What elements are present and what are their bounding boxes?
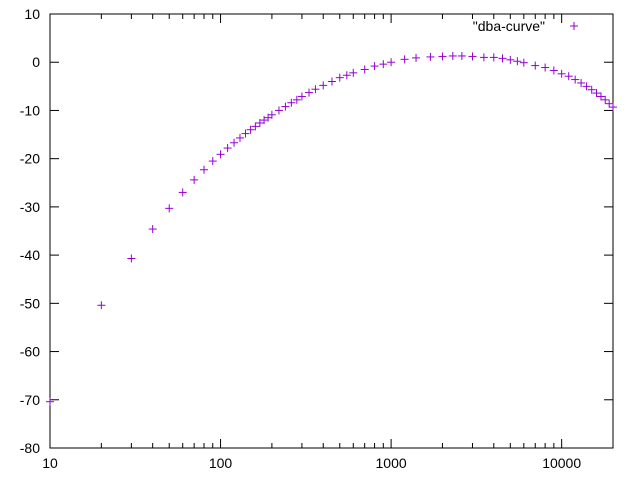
y-tick-label: -40 [20, 247, 40, 263]
data-point [479, 53, 488, 62]
data-point [223, 144, 232, 153]
data-point [519, 58, 528, 67]
data-point [489, 53, 498, 62]
data-point [426, 52, 435, 61]
legend: "dba-curve" [473, 18, 578, 34]
data-point [281, 102, 290, 111]
y-tick-label: 0 [32, 54, 40, 70]
x-tick-label: 10000 [542, 455, 581, 471]
y-tick-label: 10 [24, 6, 40, 22]
data-point [46, 397, 54, 406]
data-point [216, 150, 225, 159]
data-point [292, 95, 301, 104]
legend-marker [570, 22, 578, 30]
y-tick-label: -10 [20, 102, 40, 118]
data-point [260, 116, 269, 125]
data-point [587, 85, 596, 94]
data-point [605, 99, 614, 108]
legend-label: "dba-curve" [473, 18, 545, 34]
data-point [379, 60, 388, 69]
y-axis: 10 0 -10 -20 -30 -40 -50 -60 -70 -80 [20, 6, 613, 456]
data-point [148, 225, 157, 234]
data-point [297, 92, 306, 101]
data-point [609, 103, 617, 112]
data-point [304, 88, 313, 97]
x-tick-label: 1000 [376, 455, 407, 471]
data-point [582, 82, 591, 91]
data-point [200, 165, 209, 174]
y-tick-label: -20 [20, 151, 40, 167]
data-point [531, 61, 540, 70]
data-point [287, 98, 296, 107]
data-point [400, 55, 409, 64]
y-tick-label: -50 [20, 295, 40, 311]
data-point [230, 138, 239, 147]
data-point [513, 57, 522, 66]
data-point [387, 58, 396, 67]
data-point [498, 54, 507, 63]
data-point [241, 129, 250, 138]
data-point [370, 62, 379, 71]
data-point [319, 81, 328, 90]
data-point [335, 73, 344, 82]
plot-frame [49, 13, 614, 449]
data-point [274, 106, 283, 115]
data-point [596, 92, 605, 101]
data-point [360, 65, 369, 74]
data-point [468, 52, 477, 61]
data-point [327, 77, 336, 86]
x-axis: 10 100 1000 10000 [42, 14, 614, 471]
data-point [246, 125, 255, 134]
data-point [178, 188, 187, 197]
data-point [438, 52, 447, 61]
y-tick-label: -60 [20, 344, 40, 360]
data-point [235, 133, 244, 142]
y-tick-label: -80 [20, 440, 40, 456]
data-point [190, 175, 199, 184]
data-point [267, 110, 276, 119]
data-point [592, 89, 601, 98]
data-point [342, 71, 351, 80]
data-point [448, 51, 457, 60]
data-point [564, 72, 573, 81]
data-point [97, 301, 106, 310]
x-tick-label: 10 [42, 455, 58, 471]
data-point [571, 75, 580, 84]
data-point [549, 66, 558, 75]
data-point [311, 85, 320, 94]
y-tick-label: -30 [20, 199, 40, 215]
data-point [577, 78, 586, 87]
data-point [349, 68, 358, 77]
data-point [165, 204, 174, 213]
data-point [412, 53, 421, 62]
data-point [251, 122, 260, 131]
data-point [457, 51, 466, 60]
y-tick-label: -70 [20, 392, 40, 408]
data-point [557, 69, 566, 78]
data-point [255, 118, 264, 127]
x-tick-label: 100 [209, 455, 233, 471]
data-point [506, 55, 515, 64]
data-point [127, 254, 136, 263]
data-point [541, 63, 550, 72]
data-point [208, 157, 217, 166]
data-point [601, 95, 610, 104]
series-dba-curve [46, 51, 617, 406]
